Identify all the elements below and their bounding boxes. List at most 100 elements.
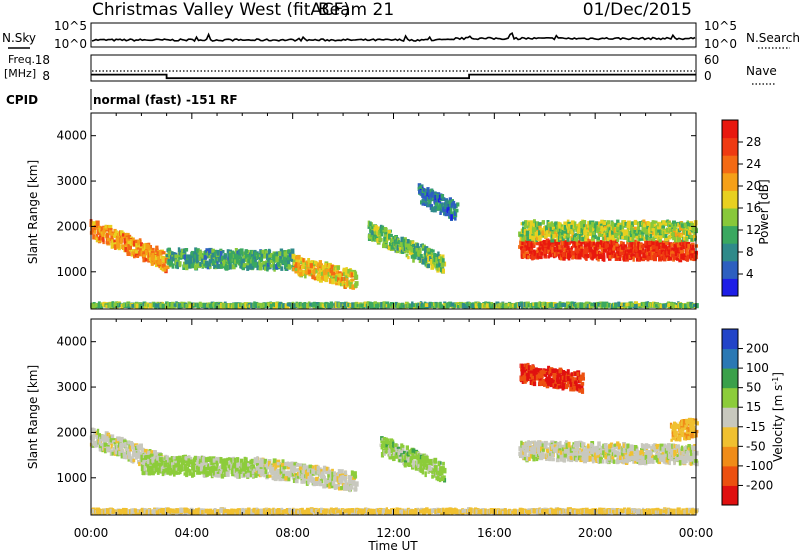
echo-cell — [454, 204, 457, 209]
echo-cell — [257, 303, 259, 307]
echo-cell — [308, 270, 311, 275]
echo-cell — [135, 250, 138, 253]
echo-cell — [295, 256, 299, 259]
echo-cell — [181, 465, 184, 469]
nave-tick-bottom: 0 — [704, 69, 712, 83]
echo-cell — [428, 199, 431, 204]
echo-cell — [398, 240, 400, 244]
echo-cell — [337, 266, 340, 270]
echo-cell — [102, 237, 104, 242]
echo-cell — [225, 462, 228, 466]
echo-cell — [549, 252, 551, 258]
nsky-line — [92, 33, 695, 41]
echo-cell — [354, 271, 357, 276]
echo-cell — [442, 268, 445, 273]
echo-cell — [472, 304, 474, 308]
echo-cell — [620, 225, 622, 230]
echo-cell — [136, 304, 139, 310]
echo-cell — [407, 239, 410, 244]
echo-cell — [131, 304, 134, 308]
echo-cell — [419, 248, 421, 254]
echo-cell — [92, 437, 95, 442]
echo-cell — [173, 472, 176, 477]
echo-cell — [241, 467, 244, 471]
echo-cell — [650, 234, 652, 238]
echo-cell — [614, 233, 617, 238]
colorbar-cell — [722, 138, 738, 156]
echo-cell — [273, 458, 277, 463]
echo-cell — [111, 434, 114, 438]
echo-cell — [538, 247, 541, 250]
colorbar-tick-label: 28 — [746, 135, 761, 149]
echo-cell — [208, 262, 211, 265]
nsky-trace — [92, 33, 695, 41]
echo-cell — [102, 230, 105, 234]
freq-label-line2: [MHz] — [4, 67, 36, 80]
echo-cell — [313, 269, 316, 273]
range-tick-label: 3000 — [56, 174, 87, 188]
echo-cell — [381, 232, 384, 237]
echo-cell — [456, 202, 459, 206]
colorbar-cell — [722, 243, 738, 261]
echo-cell — [324, 275, 327, 280]
echo-cell — [441, 305, 443, 308]
nsearch-label: N.Search — [746, 31, 800, 45]
echo-cell — [677, 237, 681, 242]
echo-cell — [522, 248, 525, 253]
echo-cell — [331, 279, 335, 285]
echo-cell — [157, 256, 160, 260]
echo-cell — [96, 221, 100, 227]
colorbar-tick-label: 4 — [746, 267, 754, 281]
freq-label-line1: Freq. — [8, 53, 35, 66]
freq-panel: Freq. [MHz] 18 8 60 0 Nave — [4, 53, 777, 84]
echo-cell — [229, 264, 232, 269]
echo-cell — [237, 458, 240, 463]
echo-cell — [434, 209, 437, 212]
echo-cell — [246, 474, 249, 477]
echo-cell — [277, 262, 281, 266]
echo-cell — [619, 257, 622, 261]
echo-cell — [680, 247, 682, 250]
echo-cell — [179, 263, 181, 267]
echo-cell — [633, 256, 635, 261]
echo-cell — [288, 302, 291, 306]
cpid-label: CPID — [6, 93, 38, 107]
power-x-ticks — [91, 113, 696, 309]
echo-cell — [106, 241, 109, 244]
range-tick-label: 4000 — [56, 129, 87, 143]
echo-cell — [564, 225, 567, 230]
echo-cell — [655, 246, 658, 252]
echo-cell — [217, 264, 221, 269]
echo-cell — [597, 236, 601, 240]
echo-cell — [277, 462, 280, 465]
power-frame — [91, 113, 696, 309]
echo-cell — [533, 227, 537, 231]
echo-cell — [531, 256, 535, 260]
echo-cell — [620, 241, 623, 245]
echo-cell — [592, 232, 595, 236]
echo-cell — [428, 303, 431, 308]
date-title: 01/Dec/2015 — [583, 0, 692, 20]
beam-title: Beam 21 — [318, 0, 394, 20]
echo-cell — [122, 303, 125, 307]
echo-cell — [247, 463, 249, 467]
echo-cell — [671, 233, 674, 236]
echo-cell — [432, 249, 434, 252]
echo-cell — [548, 241, 551, 244]
echo-cell — [351, 278, 355, 281]
echo-cell — [437, 252, 439, 257]
echo-cell — [593, 242, 596, 246]
echo-cell — [215, 457, 218, 461]
echo-cell — [148, 465, 151, 468]
echo-cell — [591, 237, 594, 241]
echo-cell — [686, 248, 689, 254]
echo-cell — [354, 283, 358, 288]
echo-cell — [204, 255, 208, 260]
echo-cell — [185, 248, 188, 252]
echo-cell — [552, 234, 556, 238]
echo-cell — [284, 476, 287, 481]
echo-cell — [439, 212, 442, 216]
echo-cell — [642, 302, 645, 308]
